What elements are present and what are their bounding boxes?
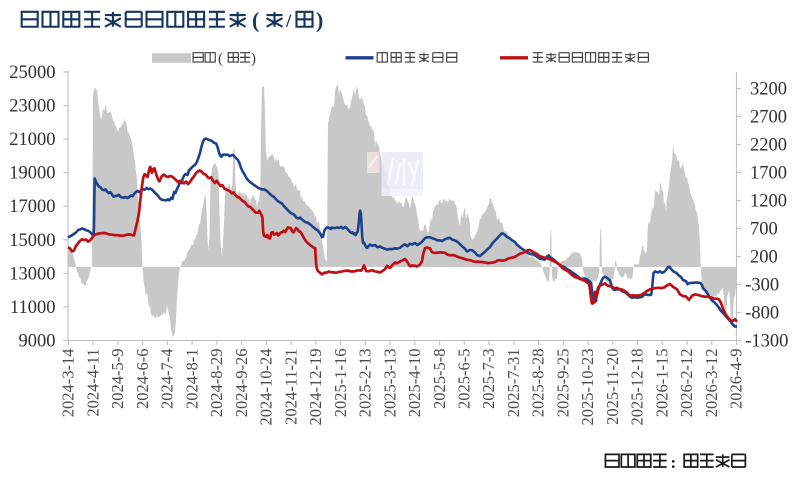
svg-text:2700: 2700	[750, 107, 787, 127]
svg-text:25000: 25000	[9, 63, 55, 83]
svg-text:): )	[316, 8, 323, 33]
svg-text:2025-10-23: 2025-10-23	[578, 349, 597, 426]
svg-text:2025-5-8: 2025-5-8	[430, 349, 449, 410]
svg-text:17000: 17000	[9, 197, 55, 217]
svg-text:2026-4-9: 2026-4-9	[727, 349, 746, 410]
svg-text:2025-7-31: 2025-7-31	[504, 349, 523, 418]
svg-text:19000: 19000	[9, 164, 55, 184]
svg-text:): )	[251, 51, 256, 67]
svg-text:2200: 2200	[750, 135, 787, 155]
svg-text:2025-4-10: 2025-4-10	[405, 349, 424, 418]
svg-text:2025-9-25: 2025-9-25	[554, 349, 573, 418]
svg-text:-300: -300	[745, 275, 779, 295]
svg-text:11000: 11000	[10, 298, 56, 318]
svg-text:15000: 15000	[9, 231, 55, 251]
svg-text:(: (	[252, 8, 259, 33]
svg-text:2024-5-9: 2024-5-9	[108, 349, 127, 410]
svg-text:1700: 1700	[750, 163, 787, 183]
svg-text:-1300: -1300	[745, 331, 788, 351]
svg-text:2024-11-21: 2024-11-21	[281, 349, 300, 425]
svg-text:2024-8-1: 2024-8-1	[182, 349, 201, 410]
svg-text:1200: 1200	[750, 191, 787, 211]
svg-text:21000: 21000	[9, 130, 55, 150]
svg-text:2024-10-24: 2024-10-24	[257, 349, 276, 426]
svg-text:200: 200	[750, 247, 778, 267]
svg-text:2024-9-26: 2024-9-26	[232, 349, 251, 418]
svg-text:3200: 3200	[750, 79, 787, 99]
svg-text:2025-7-3: 2025-7-3	[479, 349, 498, 410]
svg-text:2024-6-6: 2024-6-6	[133, 349, 152, 410]
svg-text:9000: 9000	[19, 332, 56, 352]
svg-text:2025-6-5: 2025-6-5	[455, 349, 474, 410]
svg-text:2025-1-16: 2025-1-16	[331, 349, 350, 418]
svg-text:13000: 13000	[9, 264, 55, 284]
svg-text::: :	[671, 453, 677, 472]
svg-text:2024-7-4: 2024-7-4	[158, 349, 177, 410]
svg-text:2025-12-18: 2025-12-18	[628, 349, 647, 426]
svg-text:2024-3-14: 2024-3-14	[59, 349, 78, 418]
svg-text:/: /	[285, 11, 292, 32]
svg-text:2025-11-20: 2025-11-20	[603, 349, 622, 425]
svg-text:2026-1-15: 2026-1-15	[653, 349, 672, 418]
svg-text:2025-2-13: 2025-2-13	[356, 349, 375, 418]
svg-text:700: 700	[750, 219, 778, 239]
svg-text:2025-8-28: 2025-8-28	[529, 349, 548, 418]
svg-text:2024-12-19: 2024-12-19	[306, 349, 325, 426]
svg-text:2024-8-29: 2024-8-29	[207, 349, 226, 418]
svg-text:2026-3-12: 2026-3-12	[702, 349, 721, 418]
svg-text:2024-4-11: 2024-4-11	[83, 349, 102, 417]
svg-text:2025-3-13: 2025-3-13	[380, 349, 399, 418]
svg-text:-800: -800	[745, 303, 779, 323]
svg-text:23000: 23000	[9, 97, 55, 117]
svg-text:(: (	[218, 51, 223, 67]
svg-text:2026-2-12: 2026-2-12	[677, 349, 696, 418]
